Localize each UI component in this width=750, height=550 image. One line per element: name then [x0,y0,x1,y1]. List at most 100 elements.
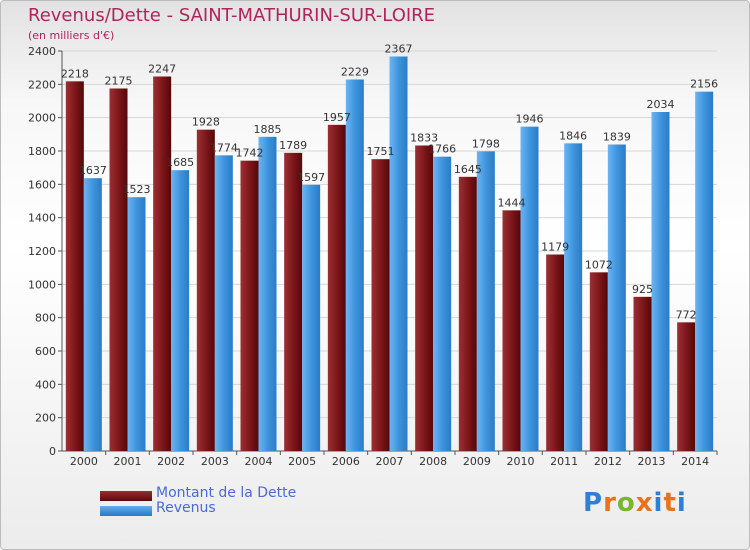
logo-letter: P [583,488,604,518]
y-tick-label: 600 [35,345,56,358]
bar-revenus [214,155,233,452]
data-label: 1839 [603,131,631,144]
bar-revenus [564,143,583,452]
bar-dette [109,88,128,451]
bar-revenus [476,151,495,452]
bar-dette [633,296,652,451]
bar-dette [502,210,521,451]
bar-revenus [695,91,714,452]
bar-revenus [83,178,102,451]
y-tick-label: 200 [35,412,56,425]
y-tick-label: 400 [35,378,56,391]
x-tick-label: 2005 [288,455,316,468]
data-label: 1833 [410,132,438,145]
y-tick-label: 2200 [28,78,56,91]
data-label: 1846 [559,129,587,142]
x-tick-label: 2012 [594,455,622,468]
bar-revenus [520,126,539,452]
data-label: 1885 [254,123,282,136]
bar-revenus [127,197,146,451]
data-label: 1928 [192,116,220,129]
bar-dette [589,272,608,451]
y-tick-label: 1800 [28,145,56,158]
data-label: 1179 [541,241,569,254]
bar-revenus [345,79,364,451]
bar-dette [196,129,215,451]
legend-label-revenus: Revenus [156,500,216,516]
bar-revenus [433,156,452,451]
bar-revenus [651,112,670,451]
data-label: 1072 [585,258,613,271]
bar-revenus [258,136,277,452]
data-label: 1523 [123,183,151,196]
data-label: 1685 [166,156,194,169]
x-tick-label: 2001 [114,455,142,468]
bar-dette [677,322,696,451]
bar-revenus [302,184,321,452]
bar-dette [458,176,477,452]
bar-dette [415,145,434,451]
data-label: 2229 [341,66,369,79]
x-tick-label: 2008 [419,455,447,468]
legend-swatch-dette [100,491,152,501]
logo-letter: o [616,488,636,518]
x-tick-label: 2011 [550,455,578,468]
x-tick-label: 2003 [201,455,229,468]
x-tick-label: 2013 [638,455,666,468]
x-tick-label: 2000 [70,455,98,468]
data-label: 1946 [516,113,544,126]
x-tick-label: 2007 [376,455,404,468]
y-tick-label: 2400 [28,45,56,58]
legend-swatch-revenus [100,506,152,516]
data-label: 772 [676,308,697,321]
logo-letter: r [603,488,617,518]
data-label: 1637 [79,164,107,177]
y-tick-label: 0 [49,445,56,458]
bar-dette [240,160,259,451]
logo-letter: i [653,488,664,518]
y-tick-label: 800 [35,312,56,325]
y-tick-label: 1400 [28,212,56,225]
data-label: 1597 [297,171,325,184]
data-label: 1742 [236,147,264,160]
logo-letter: t [663,488,677,518]
bar-dette [284,152,303,452]
data-label: 1798 [472,137,500,150]
logo-letter: i [676,488,687,518]
bar-dette [153,76,172,451]
data-label: 1766 [428,143,456,156]
chart-title: Revenus/Dette - SAINT-MATHURIN-SUR-LOIRE [28,5,436,26]
proxiti-logo: Proxiti [583,488,687,518]
legend-label-dette: Montant de la Dette [156,485,297,501]
data-label: 1774 [210,141,238,154]
x-tick-label: 2004 [245,455,273,468]
data-label: 1444 [498,196,526,209]
x-tick-label: 2002 [157,455,185,468]
x-tick-label: 2006 [332,455,360,468]
data-label: 1645 [454,163,482,176]
y-tick-label: 1200 [28,245,56,258]
data-label: 2247 [148,63,176,76]
bar-revenus [607,144,626,451]
y-tick-label: 1600 [28,178,56,191]
bar-revenus [171,170,190,451]
y-tick-label: 1000 [28,278,56,291]
data-label: 1789 [279,139,307,152]
data-label: 1957 [323,111,351,124]
bar-revenus [389,56,408,451]
y-tick-label: 2000 [28,112,56,125]
bar-dette [546,254,565,451]
bar-dette [65,81,84,451]
data-label: 2218 [61,67,89,80]
logo-letter: x [635,488,654,518]
data-label: 1751 [367,145,395,158]
data-label: 2156 [690,78,718,91]
data-label: 2034 [647,98,675,111]
bar-dette [371,159,390,451]
chart-subtitle: (en milliers d'€) [28,29,115,42]
x-tick-label: 2014 [681,455,709,468]
x-tick-label: 2010 [507,455,535,468]
data-label: 925 [632,283,653,296]
data-label: 2175 [105,75,133,88]
